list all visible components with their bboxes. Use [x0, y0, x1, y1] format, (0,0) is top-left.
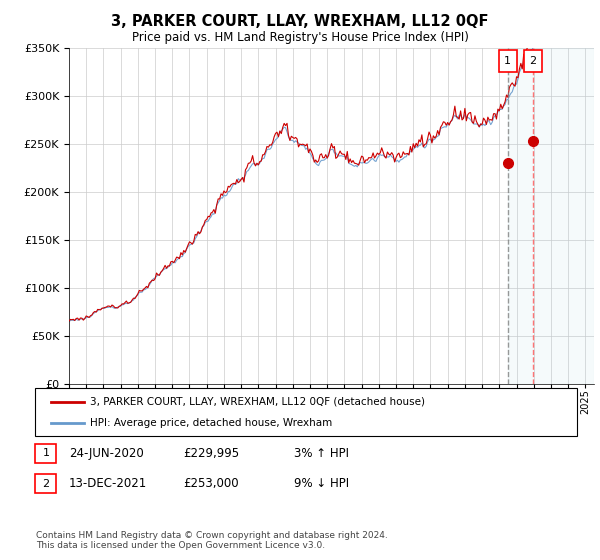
Text: HPI: Average price, detached house, Wrexham: HPI: Average price, detached house, Wrex… — [90, 418, 332, 428]
Text: 1: 1 — [43, 448, 49, 458]
Text: 3, PARKER COURT, LLAY, WREXHAM, LL12 0QF (detached house): 3, PARKER COURT, LLAY, WREXHAM, LL12 0QF… — [90, 396, 425, 407]
Text: 13-DEC-2021: 13-DEC-2021 — [69, 477, 147, 491]
Text: 3, PARKER COURT, LLAY, WREXHAM, LL12 0QF: 3, PARKER COURT, LLAY, WREXHAM, LL12 0QF — [111, 14, 489, 29]
Text: £229,995: £229,995 — [183, 446, 239, 460]
Text: 2: 2 — [43, 479, 49, 489]
Text: 1: 1 — [504, 56, 511, 66]
Text: 3% ↑ HPI: 3% ↑ HPI — [294, 446, 349, 460]
Text: £253,000: £253,000 — [183, 477, 239, 491]
Text: 2: 2 — [529, 56, 536, 66]
Text: 9% ↓ HPI: 9% ↓ HPI — [294, 477, 349, 491]
Text: Contains HM Land Registry data © Crown copyright and database right 2024.
This d: Contains HM Land Registry data © Crown c… — [36, 530, 388, 550]
Text: 24-JUN-2020: 24-JUN-2020 — [69, 446, 144, 460]
Bar — [508, 48, 594, 384]
Text: Price paid vs. HM Land Registry's House Price Index (HPI): Price paid vs. HM Land Registry's House … — [131, 31, 469, 44]
